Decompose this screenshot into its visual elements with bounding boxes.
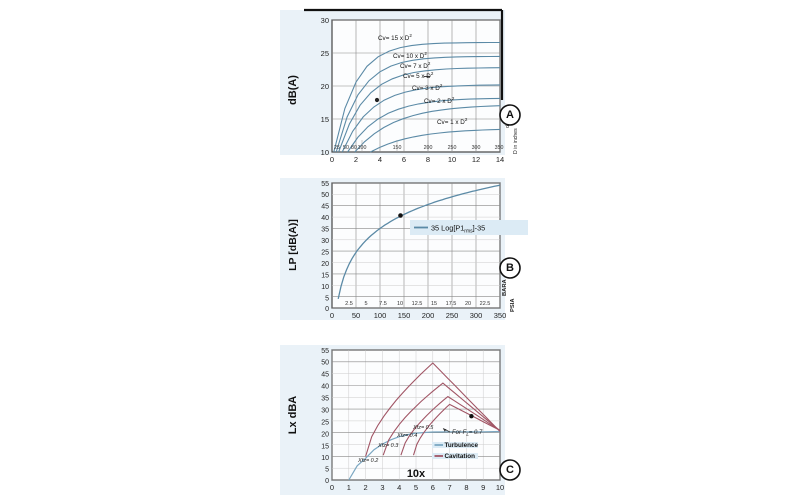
svg-text:12.5: 12.5 — [412, 301, 423, 307]
svg-text:25: 25 — [321, 49, 329, 58]
svg-text:20: 20 — [321, 82, 329, 91]
svg-text:Xfz= 0.5: Xfz= 0.5 — [412, 425, 434, 431]
svg-text:Xfz= 0.4: Xfz= 0.4 — [396, 433, 417, 439]
svg-text:C: C — [506, 464, 514, 476]
svg-text:350: 350 — [494, 311, 507, 320]
svg-text:10: 10 — [321, 284, 329, 291]
svg-text:A: A — [506, 109, 514, 121]
svg-text:5: 5 — [364, 301, 367, 307]
svg-text:8: 8 — [464, 483, 468, 492]
svg-text:4: 4 — [397, 483, 401, 492]
svg-text:35: 35 — [321, 396, 329, 403]
svg-text:8: 8 — [426, 155, 430, 164]
svg-text:15: 15 — [321, 273, 329, 280]
svg-text:2: 2 — [354, 155, 358, 164]
svg-text:5: 5 — [325, 467, 329, 474]
svg-text:45: 45 — [321, 372, 329, 379]
svg-text:7: 7 — [448, 483, 452, 492]
svg-text:7.5: 7.5 — [379, 301, 387, 307]
svg-text:Cv= 3 x D2: Cv= 3 x D2 — [412, 83, 443, 92]
svg-text:Cv= 5 x D2: Cv= 5 x D2 — [403, 71, 434, 80]
svg-text:350: 350 — [495, 145, 504, 151]
svg-text:35: 35 — [321, 227, 329, 234]
svg-text:80: 80 — [351, 145, 357, 151]
svg-text:2.5: 2.5 — [345, 301, 353, 307]
svg-text:20: 20 — [321, 432, 329, 439]
svg-text:200: 200 — [422, 311, 435, 320]
svg-text:Lx dBA: Lx dBA — [287, 396, 299, 435]
svg-text:15: 15 — [321, 444, 329, 451]
svg-text:10: 10 — [448, 155, 456, 164]
svg-text:10: 10 — [397, 301, 403, 307]
svg-text:2: 2 — [364, 483, 368, 492]
svg-text:55: 55 — [321, 348, 329, 355]
svg-text:Cv= 10 x D2: Cv= 10 x D2 — [393, 51, 427, 60]
svg-text:dB(A): dB(A) — [287, 75, 299, 105]
svg-text:For FL= 0.7: For FL= 0.7 — [452, 430, 483, 437]
svg-text:25: 25 — [321, 250, 329, 257]
svg-text:30: 30 — [321, 238, 329, 245]
svg-text:55: 55 — [321, 181, 329, 188]
svg-text:20: 20 — [321, 261, 329, 268]
svg-text:10: 10 — [321, 455, 329, 462]
svg-text:0: 0 — [325, 478, 329, 485]
svg-text:20: 20 — [465, 301, 471, 307]
svg-text:12: 12 — [472, 155, 480, 164]
svg-text:0: 0 — [330, 483, 334, 492]
svg-text:Cavitation: Cavitation — [445, 453, 476, 460]
svg-text:22.5: 22.5 — [480, 301, 491, 307]
svg-text:300: 300 — [470, 311, 483, 320]
svg-text:17.5: 17.5 — [446, 301, 457, 307]
svg-text:30: 30 — [321, 408, 329, 415]
svg-text:LP [dB(A)]: LP [dB(A)] — [287, 219, 299, 271]
svg-text:BARA: BARA — [502, 278, 508, 296]
svg-text:D in inches: D in inches — [513, 128, 519, 154]
svg-text:6: 6 — [431, 483, 435, 492]
svg-text:5: 5 — [414, 483, 418, 492]
svg-text:Xfz= 0.2: Xfz= 0.2 — [357, 458, 378, 464]
svg-text:Turbulence: Turbulence — [445, 442, 479, 449]
svg-text:40: 40 — [321, 384, 329, 391]
svg-text:9: 9 — [481, 483, 485, 492]
svg-text:50: 50 — [352, 311, 360, 320]
svg-text:50: 50 — [343, 145, 349, 151]
svg-text:15: 15 — [321, 115, 329, 124]
svg-text:Xfz= 0.3: Xfz= 0.3 — [377, 443, 399, 449]
svg-text:14: 14 — [496, 155, 504, 164]
svg-text:45: 45 — [321, 204, 329, 211]
svg-text:3: 3 — [380, 483, 384, 492]
svg-text:30: 30 — [321, 16, 329, 25]
svg-text:B: B — [506, 262, 514, 274]
svg-text:150: 150 — [398, 311, 411, 320]
svg-text:0: 0 — [330, 155, 334, 164]
svg-text:25: 25 — [334, 145, 340, 151]
svg-text:5: 5 — [325, 296, 329, 303]
svg-text:Cv= 2 x D2: Cv= 2 x D2 — [424, 96, 455, 105]
svg-text:4: 4 — [378, 155, 382, 164]
svg-text:10x: 10x — [407, 468, 426, 480]
svg-text:100: 100 — [374, 311, 387, 320]
svg-text:0: 0 — [330, 311, 334, 320]
svg-text:Cv= 7 x D2: Cv= 7 x D2 — [400, 61, 431, 70]
svg-text:50: 50 — [321, 192, 329, 199]
svg-text:Cv= 15 x D2: Cv= 15 x D2 — [378, 33, 412, 42]
svg-text:PSIA: PSIA — [510, 298, 516, 312]
svg-text:6: 6 — [402, 155, 406, 164]
svg-text:0: 0 — [325, 306, 329, 313]
svg-text:40: 40 — [321, 215, 329, 222]
svg-text:25: 25 — [321, 420, 329, 427]
svg-text:Cv= 1 x D2: Cv= 1 x D2 — [437, 117, 468, 126]
svg-text:10: 10 — [321, 148, 329, 157]
svg-text:1: 1 — [347, 483, 351, 492]
svg-text:50: 50 — [321, 360, 329, 367]
svg-text:250: 250 — [446, 311, 459, 320]
svg-text:15: 15 — [431, 301, 437, 307]
svg-text:10: 10 — [496, 483, 504, 492]
